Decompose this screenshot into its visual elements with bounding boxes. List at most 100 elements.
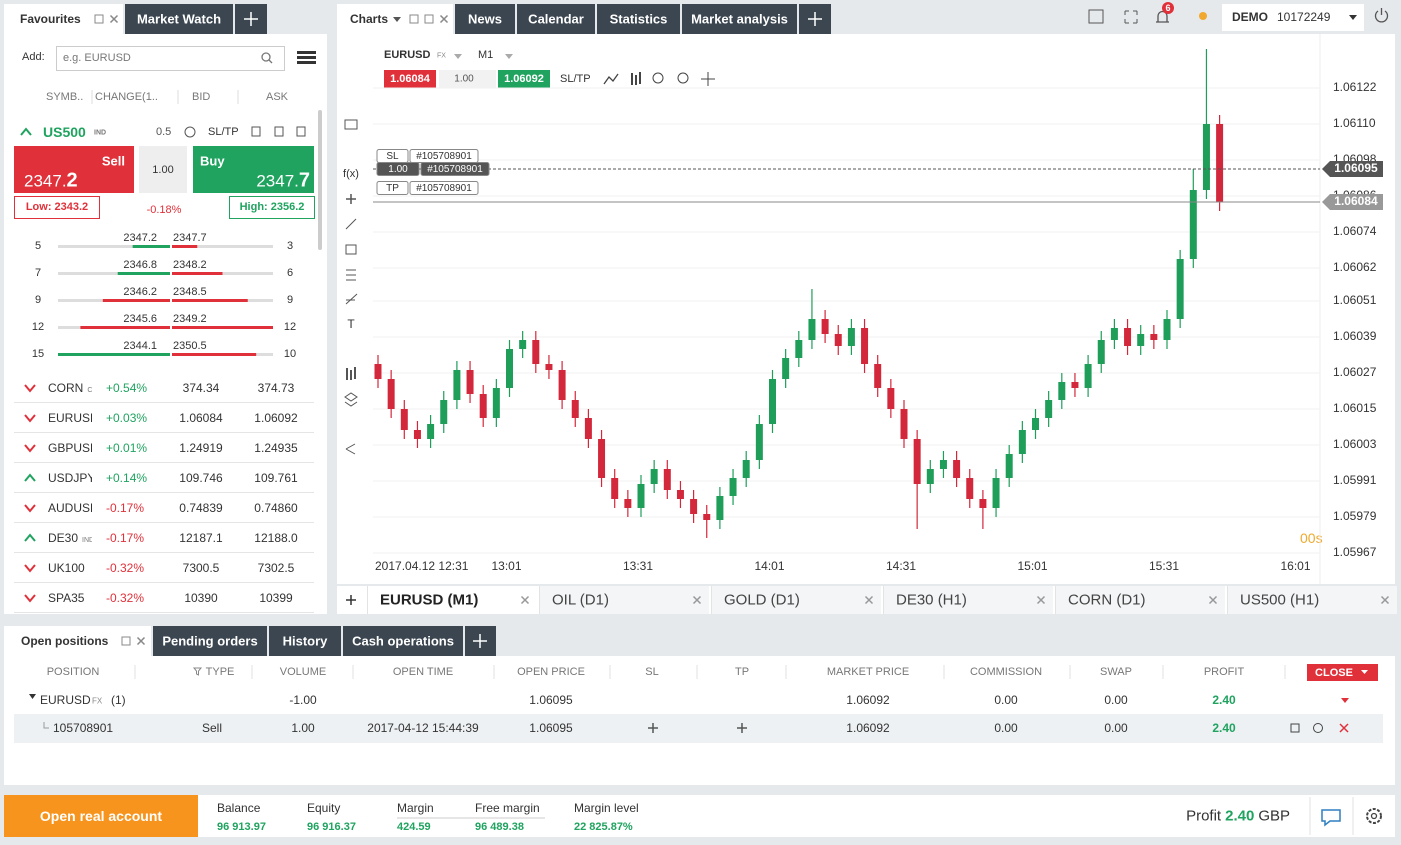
chart-symbol-kind: FX xyxy=(437,52,446,60)
instrument-tab-label: CORN (D1) xyxy=(1068,591,1146,609)
chart-panel-tab[interactable] xyxy=(682,4,797,34)
buy-label: Buy xyxy=(200,153,225,169)
symbol-cell: GBPUSD xyxy=(48,441,92,455)
tab-label: History xyxy=(282,633,328,649)
column-header: MARKET PRICE xyxy=(826,666,910,678)
watchlist-row[interactable] xyxy=(14,374,314,403)
change: +0.54% xyxy=(106,381,148,395)
instrument-tab-label: EURUSD (M1) xyxy=(380,591,479,609)
bid: 109.746 xyxy=(179,471,223,485)
column-header: OPEN TIME xyxy=(392,666,454,678)
ask: 0.74860 xyxy=(254,501,298,515)
bid: 374.34 xyxy=(182,381,220,395)
column-header: BID xyxy=(192,91,211,103)
column-header: VOLUME xyxy=(279,666,327,678)
ask-price: 2347.7 xyxy=(173,232,207,244)
volume-value: 1.00 xyxy=(152,164,174,176)
quick-sell[interactable] xyxy=(384,70,436,88)
bid-price: 2344.1 xyxy=(123,340,157,352)
quick-sell-price: 1.06084 xyxy=(390,73,430,85)
watchlist-row[interactable] xyxy=(14,584,314,613)
column-header: TYPE xyxy=(205,666,235,678)
stat-label: Equity xyxy=(307,801,341,815)
position-commission: 0.00 xyxy=(994,721,1018,735)
close-all-button[interactable] xyxy=(1307,664,1378,681)
instrument-tab[interactable] xyxy=(367,586,537,614)
timeframe[interactable]: M1 xyxy=(478,49,494,61)
ask-volume: 3 xyxy=(286,240,294,252)
search-input[interactable] xyxy=(56,46,285,71)
tab-label: Calendar xyxy=(528,11,584,27)
group-open-price: 1.06095 xyxy=(529,693,573,707)
account-selector[interactable] xyxy=(1222,4,1364,31)
bid-price: 2347.2 xyxy=(123,232,157,244)
quick-volume[interactable] xyxy=(439,70,496,88)
chart-panel-tab[interactable] xyxy=(517,4,595,34)
sltp-button[interactable]: SL/TP xyxy=(208,126,239,138)
watchlist-row[interactable] xyxy=(14,464,314,493)
position-id: 105708901 xyxy=(53,721,114,735)
symbol-cell: SPA35 xyxy=(48,591,92,605)
bid-volume: 7 xyxy=(34,267,42,279)
tab-label: Open positions xyxy=(21,634,109,648)
instrument-tab[interactable] xyxy=(539,586,709,614)
chart-panel-tab[interactable] xyxy=(455,4,515,34)
chart-symbol: EURUSD xyxy=(384,49,431,61)
instrument-tab-label: GOLD (D1) xyxy=(724,591,800,609)
instrument-tab[interactable] xyxy=(1227,586,1397,614)
group-symbol: EURUSD xyxy=(40,693,91,707)
profit-label: Profit xyxy=(1186,807,1222,825)
column-header: SYMB.. xyxy=(46,91,84,103)
buy-button[interactable] xyxy=(193,146,314,193)
watchlist-row[interactable] xyxy=(14,404,314,433)
group-volume: -1.00 xyxy=(289,693,317,707)
price-main: 2347. xyxy=(256,171,299,191)
volume-input[interactable] xyxy=(139,146,187,193)
sltp-button[interactable]: SL/TP xyxy=(560,73,591,85)
position-type: Sell xyxy=(201,721,223,735)
change: -0.17% xyxy=(106,531,145,545)
stat-label: Margin level xyxy=(574,801,639,815)
stat-label: Free margin xyxy=(475,801,540,815)
tab-label: News xyxy=(468,11,502,27)
daily-change: -0.18% xyxy=(146,204,182,216)
tab-label: Statistics xyxy=(609,11,668,27)
tab-label: Market Watch xyxy=(136,11,222,27)
symbol-cell: USDJPY xyxy=(48,471,92,485)
column-header: SWAP xyxy=(1100,666,1132,678)
add-tab-button[interactable] xyxy=(465,626,496,656)
sell-button[interactable] xyxy=(14,146,134,193)
watchlist-row[interactable] xyxy=(14,434,314,463)
bid: 0.74839 xyxy=(179,501,223,515)
open-real-account-button[interactable] xyxy=(4,795,198,837)
market-watch-tab[interactable] xyxy=(125,4,233,34)
positions-tab[interactable] xyxy=(269,626,341,656)
watchlist-row[interactable] xyxy=(14,494,314,523)
add-tab-button[interactable] xyxy=(235,4,267,34)
instrument-tab[interactable] xyxy=(883,586,1053,614)
tool-text: f(x) xyxy=(343,168,359,180)
chart-panel-tab[interactable] xyxy=(597,4,680,34)
watchlist-row[interactable] xyxy=(14,524,314,553)
instrument-tab[interactable] xyxy=(711,586,881,614)
positions-tab[interactable] xyxy=(343,626,463,656)
change: -0.32% xyxy=(106,591,145,605)
ask: 12188.0 xyxy=(254,531,298,545)
symbol-cell: CORNCMD xyxy=(48,381,92,395)
symbol-cell: UK100 xyxy=(48,561,92,575)
positions-tab[interactable] xyxy=(153,626,267,656)
instrument-tab[interactable] xyxy=(1055,586,1225,614)
symbol: USDJPY xyxy=(48,471,92,485)
account-id: 10172249 xyxy=(1277,10,1331,24)
change: -0.17% xyxy=(106,501,145,515)
position-row[interactable] xyxy=(14,714,1383,743)
cta-label: Open real account xyxy=(39,808,163,824)
bid-volume: 12 xyxy=(31,321,45,333)
add-tab-button[interactable] xyxy=(799,4,831,34)
ask: 10399 xyxy=(259,591,293,605)
quick-buy[interactable] xyxy=(498,70,550,88)
symbol: CORN xyxy=(48,381,84,395)
stat-value: 96 489.38 xyxy=(475,821,524,833)
watchlist-row[interactable] xyxy=(14,554,314,583)
tab-label: Favourites xyxy=(20,12,81,26)
